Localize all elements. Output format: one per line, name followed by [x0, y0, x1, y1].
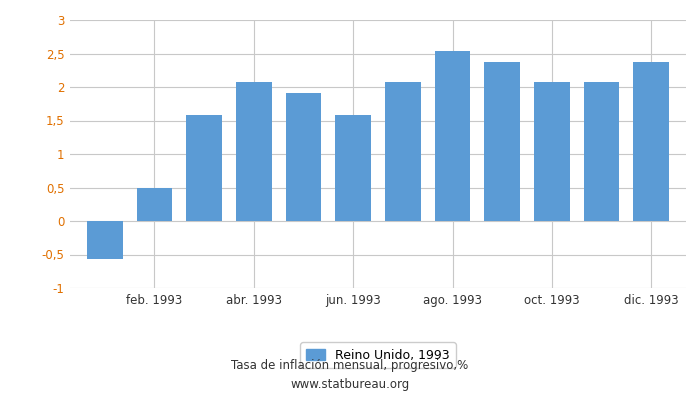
Bar — [335, 115, 371, 221]
Bar — [385, 82, 421, 221]
Text: Tasa de inflación mensual, progresivo,%: Tasa de inflación mensual, progresivo,% — [232, 360, 468, 372]
Bar — [87, 221, 122, 259]
Text: www.statbureau.org: www.statbureau.org — [290, 378, 410, 391]
Legend: Reino Unido, 1993: Reino Unido, 1993 — [300, 342, 456, 368]
Bar — [534, 82, 570, 221]
Bar — [484, 62, 520, 221]
Bar — [435, 52, 470, 221]
Bar — [186, 115, 222, 221]
Bar — [136, 188, 172, 221]
Bar — [236, 82, 272, 221]
Bar — [634, 62, 669, 221]
Bar — [286, 93, 321, 221]
Bar — [584, 82, 620, 221]
